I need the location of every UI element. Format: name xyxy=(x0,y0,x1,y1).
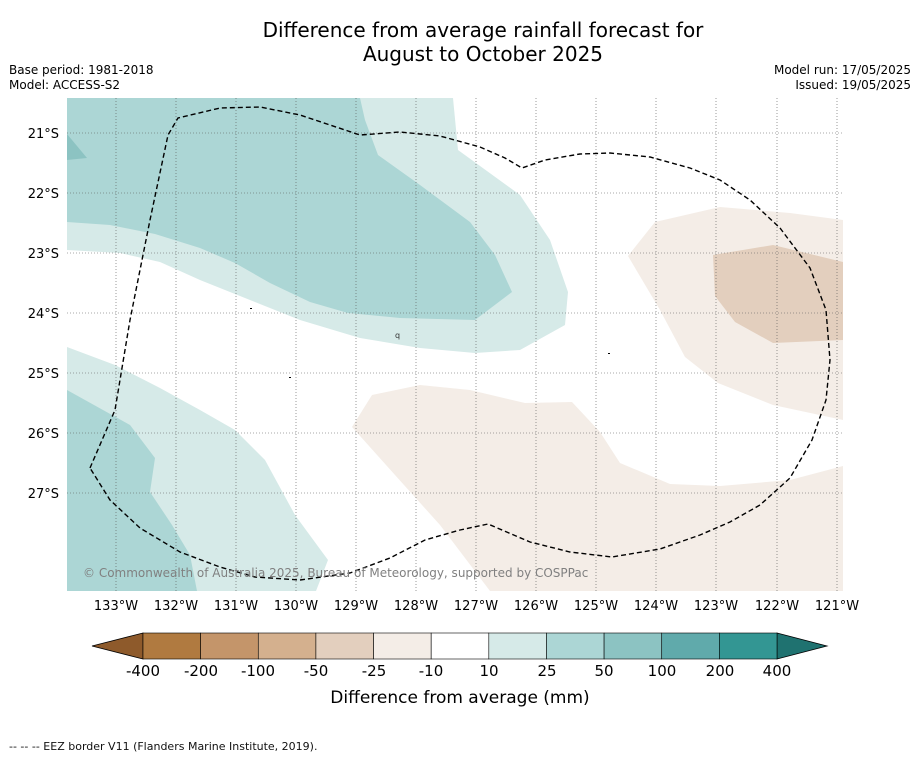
colorbar-segment xyxy=(603,632,663,660)
copyright-notice: © Commonwealth of Australia 2025, Bureau… xyxy=(83,566,588,580)
lon-label: 130°W xyxy=(274,599,318,614)
map-title: Difference from average rainfall forecas… xyxy=(0,18,919,66)
lat-label: 23°S xyxy=(28,247,59,262)
lon-label: 122°W xyxy=(755,599,799,614)
colorbar-segment xyxy=(661,632,720,660)
meta-right: Model run: 17/05/2025 Issued: 19/05/2025 xyxy=(774,63,911,93)
lat-label: 22°S xyxy=(28,187,59,202)
wet-region-southwest-mid xyxy=(67,390,197,591)
lon-label: 129°W xyxy=(334,599,378,614)
colorbar-right-arrow xyxy=(776,632,829,660)
colorbar-segment xyxy=(373,632,432,660)
lon-label: 121°W xyxy=(815,599,859,614)
lon-label: 125°W xyxy=(574,599,618,614)
lat-label: 25°S xyxy=(28,367,59,382)
model-name: Model: ACCESS-S2 xyxy=(9,78,121,92)
colorbar-tick: -200 xyxy=(184,662,218,680)
model-run: Model run: 17/05/2025 xyxy=(773,63,911,77)
colorbar-segment xyxy=(430,632,490,660)
lon-label: 133°W xyxy=(94,599,138,614)
colorbar-segment xyxy=(200,632,259,660)
rainfall-anomaly-fills: q © Commonwea xyxy=(67,98,843,591)
latitude-labels: 21°S 22°S 23°S 24°S 25°S 26°S 27°S xyxy=(28,127,59,502)
colorbar-segment xyxy=(546,632,605,660)
colorbar xyxy=(91,632,829,660)
colorbar-tick: 50 xyxy=(594,662,613,680)
colorbar-tick: -400 xyxy=(126,662,160,680)
longitude-labels: 133°W 132°W 131°W 130°W 129°W 128°W 127°… xyxy=(94,599,859,614)
base-period: Base period: 1981-2018 xyxy=(9,63,154,77)
lon-label: 131°W xyxy=(214,599,258,614)
marker-dot-1 xyxy=(250,308,252,309)
colorbar-left-arrow xyxy=(91,632,144,660)
colorbar-tick: 400 xyxy=(763,662,792,680)
wet-region-north-dark xyxy=(67,134,87,160)
issued-date: Issued: 19/05/2025 xyxy=(795,78,911,92)
lat-label: 21°S xyxy=(28,127,59,142)
lon-label: 128°W xyxy=(394,599,438,614)
lon-label: 124°W xyxy=(634,599,678,614)
dry-region-south-light xyxy=(352,385,843,591)
colorbar-label: Difference from average (mm) xyxy=(330,688,589,708)
marker-q: q xyxy=(395,331,400,340)
wet-region-north-mid xyxy=(67,98,512,320)
colorbar-segment xyxy=(719,632,778,660)
colorbar-tick-labels: -400 -200 -100 -50 -25 -10 10 25 50 100 … xyxy=(126,662,791,680)
lon-label: 132°W xyxy=(154,599,198,614)
meta-left: Base period: 1981-2018 Model: ACCESS-S2 xyxy=(9,63,154,93)
colorbar-segment xyxy=(488,632,547,660)
lon-label: 126°W xyxy=(514,599,558,614)
lon-label: 127°W xyxy=(454,599,498,614)
colorbar-tick: 10 xyxy=(479,662,498,680)
colorbar-segment xyxy=(142,632,201,660)
colorbar-segment xyxy=(257,632,317,660)
eez-border-legend: -- -- -- EEZ border V11 (Flanders Marine… xyxy=(9,740,318,753)
lat-label: 27°S xyxy=(28,487,59,502)
lon-label: 123°W xyxy=(694,599,738,614)
colorbar-tick: -50 xyxy=(304,662,329,680)
colorbar-segment xyxy=(315,632,374,660)
colorbar-tick: 25 xyxy=(537,662,556,680)
lat-label: 24°S xyxy=(28,307,59,322)
colorbar-tick: 200 xyxy=(706,662,735,680)
marker-dot-2 xyxy=(289,377,291,378)
colorbar-tick: -10 xyxy=(419,662,444,680)
marker-dot-3 xyxy=(608,353,610,354)
title-line-1: Difference from average rainfall forecas… xyxy=(262,18,704,42)
lat-label: 26°S xyxy=(28,427,59,442)
title-line-2: August to October 2025 xyxy=(362,42,604,66)
colorbar-tick: -25 xyxy=(362,662,387,680)
colorbar-tick: -100 xyxy=(241,662,275,680)
map-gridlines xyxy=(67,98,843,591)
colorbar-tick: 100 xyxy=(648,662,677,680)
eez-border-line xyxy=(89,106,831,581)
